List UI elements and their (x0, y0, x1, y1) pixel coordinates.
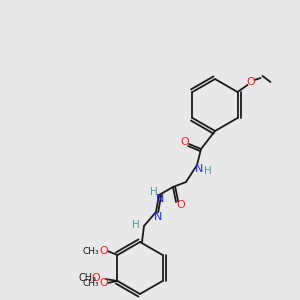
Text: N: N (154, 212, 162, 222)
Text: N: N (156, 194, 164, 204)
Text: O: O (99, 278, 108, 288)
Text: H: H (132, 220, 140, 230)
Text: O: O (92, 273, 100, 283)
Text: CH₃: CH₃ (82, 247, 99, 256)
Text: O: O (99, 246, 108, 256)
Text: CH₃: CH₃ (78, 273, 97, 283)
Text: O: O (177, 200, 185, 210)
Text: O: O (181, 137, 189, 147)
Text: N: N (195, 164, 203, 174)
Text: O: O (246, 77, 255, 87)
Text: H: H (150, 187, 158, 197)
Text: H: H (204, 166, 212, 176)
Text: CH₃: CH₃ (82, 278, 99, 287)
